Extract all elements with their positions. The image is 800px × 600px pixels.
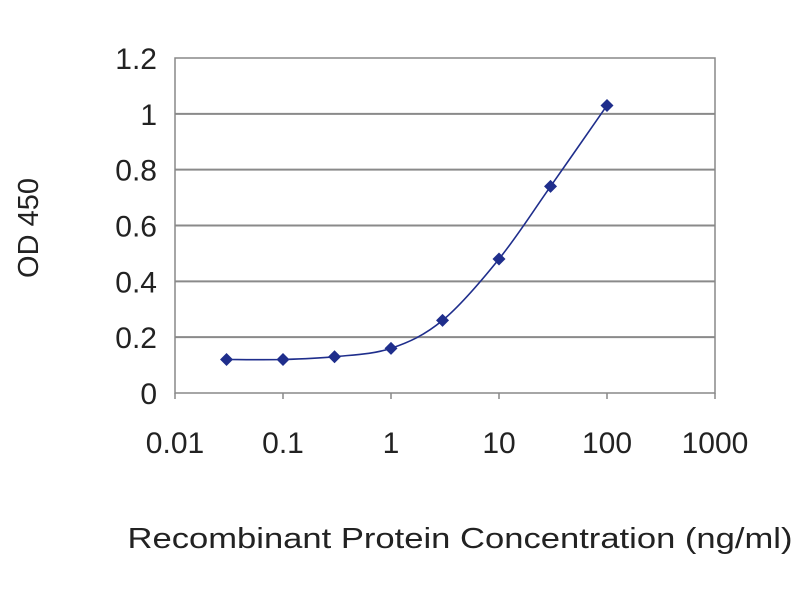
data-point bbox=[436, 313, 450, 327]
y-tick-label: 1.2 bbox=[115, 43, 157, 76]
data-point bbox=[492, 252, 506, 266]
plot-area bbox=[174, 57, 716, 394]
x-axis-ticks: 0.01 0.1 1 10 100 1000 bbox=[146, 393, 749, 460]
x-tick-label: 1 bbox=[383, 427, 400, 460]
data-point bbox=[600, 98, 614, 112]
y-tick-label: 0 bbox=[140, 378, 157, 411]
series-line bbox=[226, 105, 608, 361]
data-point bbox=[328, 350, 342, 364]
data-point bbox=[220, 353, 234, 366]
data-point bbox=[544, 179, 558, 193]
data-point bbox=[276, 353, 290, 366]
y-tick-label: 1 bbox=[140, 99, 157, 132]
x-tick-label: 10 bbox=[482, 427, 515, 460]
x-axis-label: Recombinant Protein Concentration (ng/ml… bbox=[128, 523, 793, 555]
y-axis-label: OD 450 bbox=[13, 178, 45, 278]
x-tick-label: 1000 bbox=[682, 427, 749, 460]
gridlines bbox=[175, 112, 715, 339]
data-points bbox=[220, 98, 614, 366]
y-tick-label: 0.8 bbox=[115, 155, 157, 188]
y-tick-label: 0.6 bbox=[115, 211, 157, 244]
y-tick-label: 0.2 bbox=[115, 322, 157, 355]
y-tick-label: 0.4 bbox=[115, 266, 157, 299]
x-tick-label: 0.1 bbox=[262, 427, 304, 460]
y-axis-ticks: 0 0.2 0.4 0.6 0.8 1 1.2 bbox=[115, 43, 157, 411]
x-tick-label: 100 bbox=[582, 427, 632, 460]
data-point bbox=[384, 341, 398, 355]
x-tick-label: 0.01 bbox=[146, 427, 204, 460]
